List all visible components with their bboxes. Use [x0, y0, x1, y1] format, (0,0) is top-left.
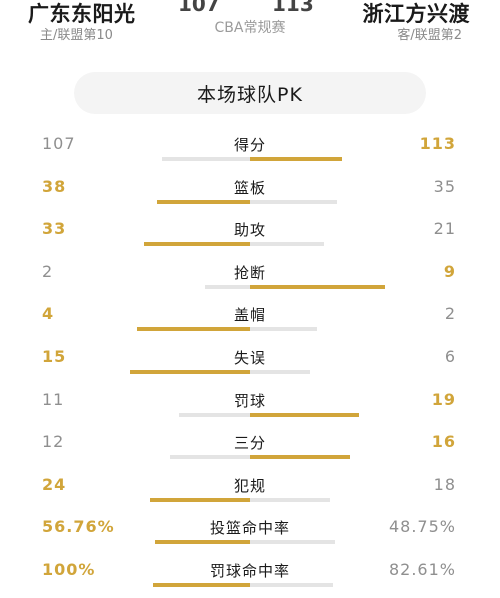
home-stat-value: 15: [42, 347, 67, 366]
home-stat-value: 2: [42, 261, 54, 281]
away-stat-bar: [250, 455, 350, 460]
away-stat-bar: [250, 540, 335, 545]
away-stat-value: 18: [433, 474, 456, 494]
home-team-rank: 主/联盟第10: [40, 28, 113, 43]
stat-label: 罚球命中率: [209, 562, 290, 580]
away-stat-bar: [250, 370, 310, 374]
home-stat-bar: [150, 497, 250, 502]
home-stat-value: 100%: [42, 560, 96, 579]
stat-row: 12 三分 16: [0, 428, 500, 470]
stat-label: 得分: [233, 136, 266, 154]
away-stat-value: 6: [444, 347, 456, 366]
away-stat-value: 113: [419, 134, 456, 153]
away-stat-bar: [250, 327, 317, 332]
away-stat-value: 82.61%: [388, 560, 456, 579]
away-stat-bar: [250, 199, 337, 204]
away-stat-value: 16: [431, 432, 456, 452]
home-stat-value: 107: [42, 134, 76, 153]
home-stat-bar: [205, 284, 250, 289]
away-stat-value: 35: [433, 176, 456, 196]
home-stat-value: 11: [42, 389, 65, 409]
stat-label: 助攻: [233, 221, 266, 240]
league-label: CBA常规赛: [214, 20, 286, 36]
away-stat-bar: [250, 242, 324, 247]
stat-row: 107 得分 113: [0, 130, 500, 172]
stat-label: 盖帽: [233, 306, 266, 325]
stat-label: 投篮命中率: [209, 519, 290, 538]
away-stat-value: 48.75%: [388, 517, 456, 537]
stat-row: 11 罚球 19: [0, 386, 500, 428]
stat-row: 33 助攻 21: [0, 215, 500, 257]
home-stat-bar: [144, 242, 250, 247]
home-stat-bar: [153, 583, 250, 587]
stat-label: 篮板: [233, 178, 266, 197]
home-stat-bar: [157, 199, 250, 204]
away-stat-value: 21: [433, 219, 456, 239]
away-stat-bar: [250, 157, 342, 161]
home-team-name[interactable]: 广东东阳光: [28, 2, 136, 26]
home-stat-bar: [170, 455, 250, 460]
home-stat-value: 38: [42, 176, 67, 196]
home-score-peek: 107: [178, 0, 220, 16]
away-stat-value: 9: [443, 261, 456, 281]
stat-row: 38 篮板 35: [0, 173, 500, 215]
away-stat-value: 19: [431, 389, 456, 409]
team-pk-title: 本场球队PK: [74, 72, 426, 114]
home-stat-bar: [130, 370, 250, 374]
stat-row: 56.76% 投篮命中率 48.75%: [0, 513, 500, 555]
stat-row: 4 盖帽 2: [0, 300, 500, 342]
away-stat-bar: [250, 284, 385, 289]
stat-label: 抢断: [233, 263, 266, 282]
away-stat-bar: [250, 412, 359, 417]
home-stat-value: 4: [42, 304, 55, 324]
home-stat-bar: [179, 412, 250, 417]
stat-label: 犯规: [233, 476, 266, 495]
match-header: 广东东阳光 主/联盟第10 107 CBA常规赛 113 浙江方兴渡 客/联盟第…: [0, 0, 500, 60]
home-stat-bar: [155, 540, 250, 545]
stat-label: 三分: [233, 434, 266, 453]
away-team-rank: 客/联盟第2: [397, 28, 462, 43]
home-stat-bar: [162, 157, 250, 161]
home-stat-bar: [137, 327, 250, 332]
stat-row: 24 犯规 18: [0, 471, 500, 513]
away-stat-value: 2: [444, 304, 456, 324]
home-stat-value: 12: [42, 432, 65, 452]
stat-row: 15 失误 6: [0, 343, 500, 385]
away-stat-bar: [250, 497, 330, 502]
away-score-peek: 113: [272, 0, 314, 16]
home-stat-value: 56.76%: [42, 517, 115, 537]
stat-label: 罚球: [233, 391, 266, 410]
away-stat-bar: [250, 583, 333, 587]
stat-label: 失误: [233, 349, 266, 367]
stat-row: 2 抢断 9: [0, 258, 500, 300]
home-stat-value: 33: [42, 219, 67, 239]
stat-row: 100% 罚球命中率 82.61%: [0, 556, 500, 598]
away-team-name[interactable]: 浙江方兴渡: [362, 2, 470, 26]
home-stat-value: 24: [42, 474, 67, 494]
